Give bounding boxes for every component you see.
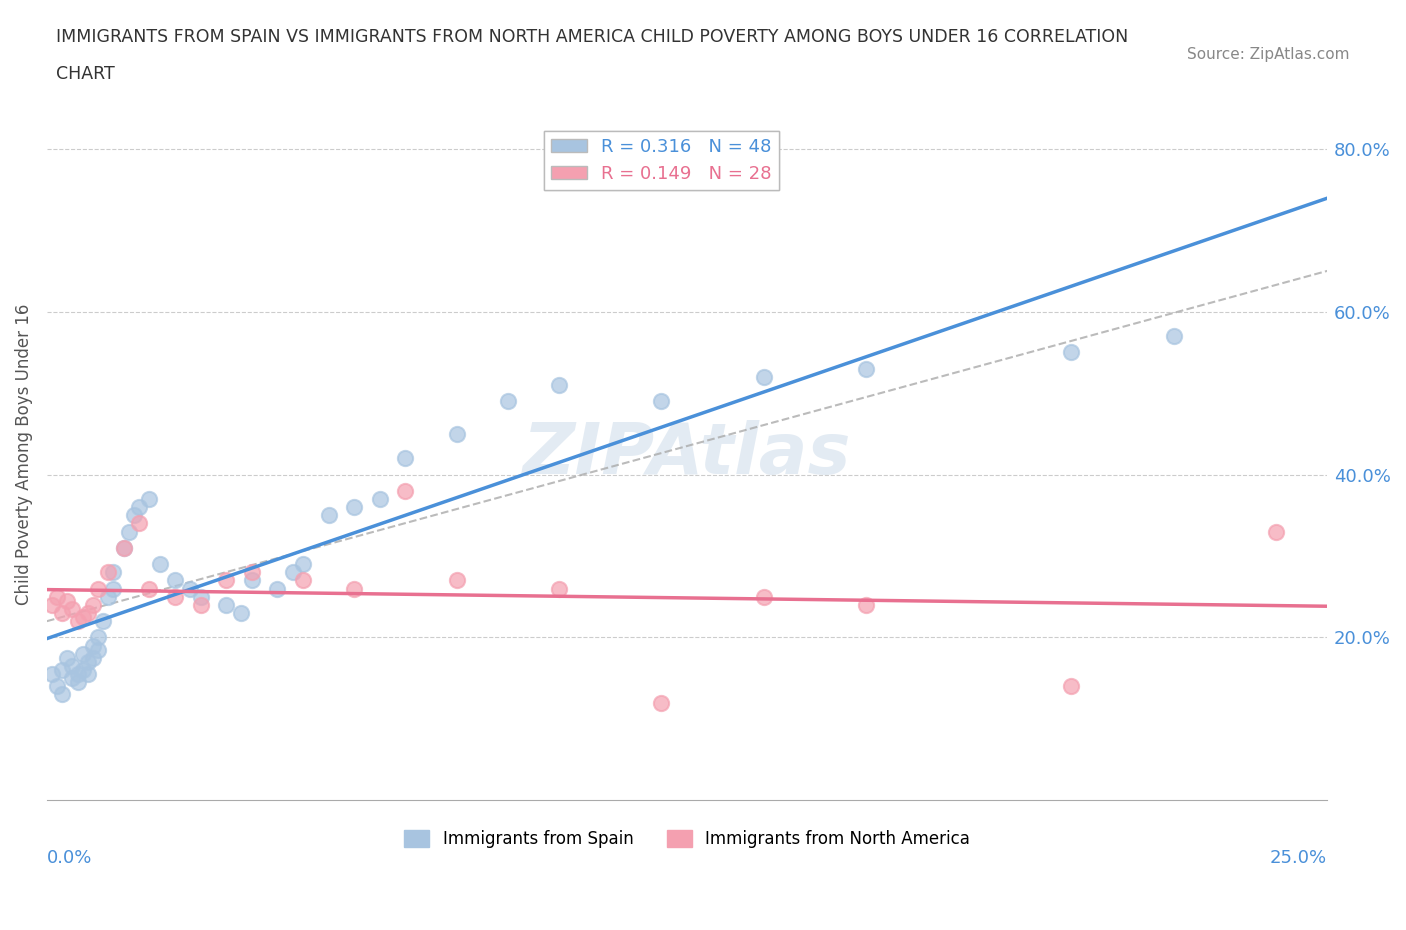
Y-axis label: Child Poverty Among Boys Under 16: Child Poverty Among Boys Under 16 xyxy=(15,303,32,604)
Point xyxy=(148,557,170,572)
Point xyxy=(138,492,160,507)
Point xyxy=(343,499,366,514)
Point xyxy=(66,667,89,682)
Text: ZIPAtlas: ZIPAtlas xyxy=(523,419,851,488)
Text: IMMIGRANTS FROM SPAIN VS IMMIGRANTS FROM NORTH AMERICA CHILD POVERTY AMONG BOYS : IMMIGRANTS FROM SPAIN VS IMMIGRANTS FROM… xyxy=(56,28,1129,46)
Point xyxy=(281,565,304,579)
Point xyxy=(291,573,314,588)
Point xyxy=(163,590,186,604)
Point xyxy=(82,597,104,612)
Point xyxy=(97,590,120,604)
Text: CHART: CHART xyxy=(56,65,115,83)
Point xyxy=(1060,679,1083,694)
Point xyxy=(51,662,73,677)
Point xyxy=(72,646,94,661)
Point xyxy=(394,451,416,466)
Point xyxy=(240,565,263,579)
Point xyxy=(62,602,84,617)
Legend: R = 0.316   N = 48, R = 0.149   N = 28: R = 0.316 N = 48, R = 0.149 N = 28 xyxy=(544,131,779,191)
Point xyxy=(496,393,519,408)
Point xyxy=(97,565,120,579)
Point xyxy=(190,597,212,612)
Point xyxy=(752,590,775,604)
Point xyxy=(179,581,201,596)
Point xyxy=(56,650,79,665)
Point xyxy=(650,393,672,408)
Point xyxy=(72,610,94,625)
Point xyxy=(122,508,145,523)
Point xyxy=(650,696,672,711)
Point xyxy=(548,378,571,392)
Text: Source: ZipAtlas.com: Source: ZipAtlas.com xyxy=(1187,46,1350,61)
Point xyxy=(855,597,877,612)
Text: 25.0%: 25.0% xyxy=(1270,849,1327,867)
Point xyxy=(82,650,104,665)
Point xyxy=(138,581,160,596)
Point xyxy=(87,630,110,644)
Point xyxy=(446,573,468,588)
Point xyxy=(112,540,135,555)
Point xyxy=(118,525,141,539)
Point xyxy=(66,614,89,629)
Point xyxy=(1265,525,1288,539)
Point xyxy=(62,671,84,685)
Point xyxy=(215,597,238,612)
Point xyxy=(46,679,69,694)
Point xyxy=(128,516,150,531)
Point xyxy=(103,565,125,579)
Point xyxy=(41,597,63,612)
Point xyxy=(548,581,571,596)
Point xyxy=(266,581,288,596)
Point xyxy=(41,667,63,682)
Point xyxy=(66,675,89,690)
Point xyxy=(446,426,468,441)
Point xyxy=(1163,328,1185,343)
Point xyxy=(91,614,114,629)
Point xyxy=(72,662,94,677)
Point xyxy=(87,581,110,596)
Point xyxy=(1060,345,1083,360)
Point xyxy=(51,687,73,702)
Point xyxy=(87,643,110,658)
Point xyxy=(62,658,84,673)
Point xyxy=(76,605,98,620)
Point xyxy=(103,581,125,596)
Point xyxy=(46,590,69,604)
Point xyxy=(343,581,366,596)
Point xyxy=(190,590,212,604)
Point xyxy=(215,573,238,588)
Point xyxy=(240,573,263,588)
Point xyxy=(56,593,79,608)
Point xyxy=(231,605,253,620)
Point xyxy=(112,540,135,555)
Point xyxy=(855,361,877,376)
Point xyxy=(128,499,150,514)
Point xyxy=(368,492,391,507)
Point xyxy=(394,484,416,498)
Point xyxy=(752,369,775,384)
Point xyxy=(82,638,104,653)
Point xyxy=(291,557,314,572)
Point xyxy=(76,655,98,670)
Point xyxy=(76,667,98,682)
Point xyxy=(51,605,73,620)
Text: 0.0%: 0.0% xyxy=(46,849,93,867)
Point xyxy=(318,508,340,523)
Point xyxy=(163,573,186,588)
